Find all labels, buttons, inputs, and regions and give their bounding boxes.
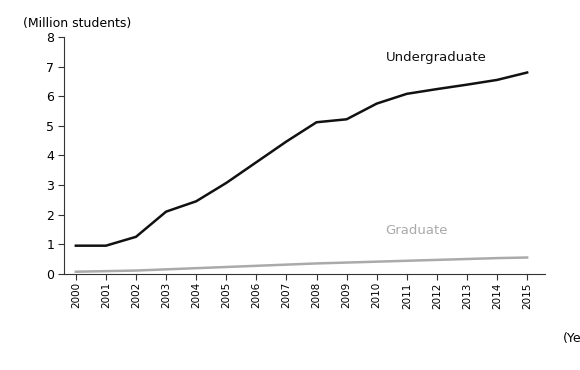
Text: Undergraduate: Undergraduate (386, 51, 487, 64)
Text: Graduate: Graduate (386, 224, 448, 238)
Text: (Year): (Year) (563, 332, 580, 345)
Text: (Million students): (Million students) (23, 17, 131, 30)
